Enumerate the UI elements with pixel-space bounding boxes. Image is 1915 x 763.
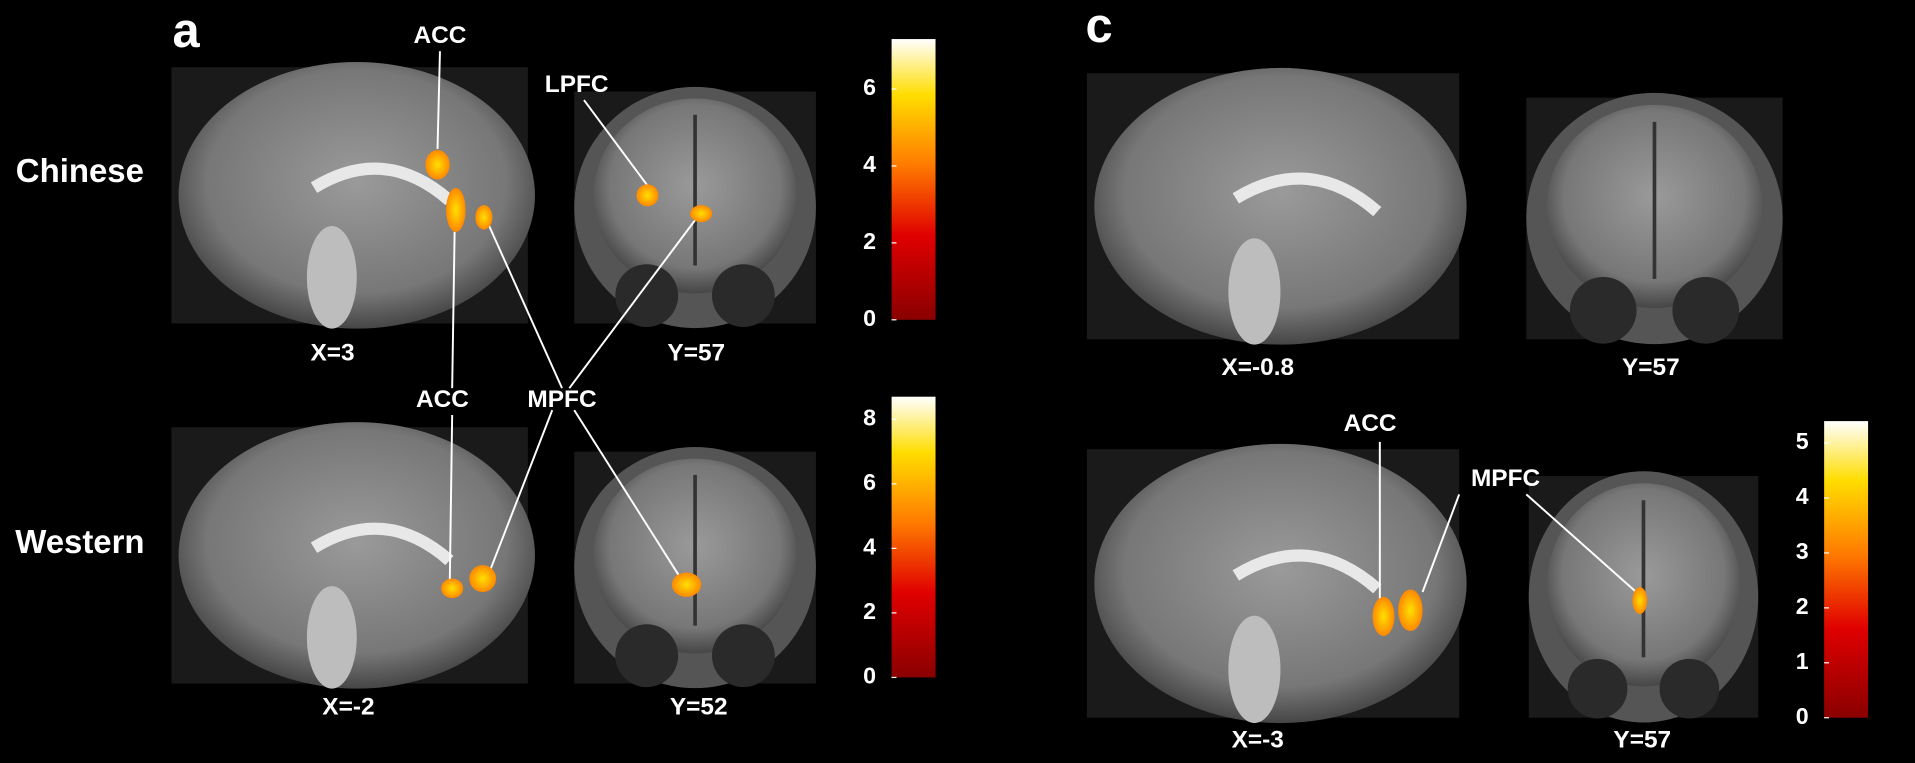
orbit bbox=[712, 624, 775, 687]
tick-label: 0 bbox=[863, 305, 876, 331]
tick-label: 3 bbox=[1796, 538, 1809, 564]
tick-label: 4 bbox=[1796, 483, 1809, 509]
tick-label: 4 bbox=[863, 151, 876, 177]
tick-label: 2 bbox=[863, 228, 876, 254]
colorbar bbox=[892, 397, 936, 678]
tick-label: 6 bbox=[863, 469, 876, 495]
region-label: ACC bbox=[1344, 410, 1397, 437]
brain-images bbox=[171, 62, 1782, 723]
orbit bbox=[1672, 277, 1739, 344]
colorbar bbox=[892, 39, 936, 320]
orbit bbox=[615, 264, 678, 327]
region-label: ACC bbox=[414, 22, 467, 49]
slice-label: Y=57 bbox=[667, 339, 725, 366]
region-label: MPFC bbox=[527, 386, 596, 413]
slice-label: Y=57 bbox=[1613, 726, 1671, 753]
region-label: ACC bbox=[416, 386, 469, 413]
brainstem bbox=[1228, 616, 1280, 723]
row-label: Chinese bbox=[16, 152, 144, 189]
tick-label: 1 bbox=[1796, 648, 1809, 674]
orbit bbox=[1568, 659, 1628, 719]
brainstem bbox=[307, 586, 357, 689]
tick-label: 0 bbox=[1796, 703, 1809, 729]
panel-label: c bbox=[1086, 0, 1113, 53]
tick-label: 2 bbox=[863, 598, 876, 624]
region-label: MPFC bbox=[1471, 465, 1540, 492]
slice-label: X=3 bbox=[310, 339, 354, 366]
brain-slice bbox=[1094, 68, 1466, 345]
figure: a c Chinese Western X=3 Y=57 X=-2 Y=52 X… bbox=[0, 0, 1915, 758]
row-label: Western bbox=[15, 523, 144, 560]
brain-slice bbox=[1094, 444, 1466, 723]
tick-label: 0 bbox=[863, 663, 876, 689]
panel-label: a bbox=[172, 4, 200, 58]
slice-label: X=-3 bbox=[1232, 726, 1284, 753]
slice-label: X=-0.8 bbox=[1221, 354, 1294, 381]
slice-label: Y=57 bbox=[1622, 354, 1680, 381]
brainstem bbox=[307, 226, 357, 329]
brainstem bbox=[1228, 238, 1280, 344]
colorbar bbox=[1824, 421, 1868, 718]
brain-slice bbox=[179, 422, 535, 689]
orbit bbox=[1570, 277, 1637, 344]
tick-label: 6 bbox=[863, 74, 876, 100]
orbit bbox=[1660, 659, 1720, 719]
brain-slice bbox=[179, 62, 535, 329]
orbit bbox=[615, 624, 678, 687]
slice-label: X=-2 bbox=[322, 693, 374, 720]
tick-label: 2 bbox=[1796, 593, 1809, 619]
tick-label: 8 bbox=[863, 404, 876, 430]
tick-label: 5 bbox=[1796, 428, 1809, 454]
region-label: LPFC bbox=[545, 71, 609, 98]
tick-label: 4 bbox=[863, 533, 876, 559]
slice-label: Y=52 bbox=[670, 693, 728, 720]
orbit bbox=[712, 264, 775, 327]
